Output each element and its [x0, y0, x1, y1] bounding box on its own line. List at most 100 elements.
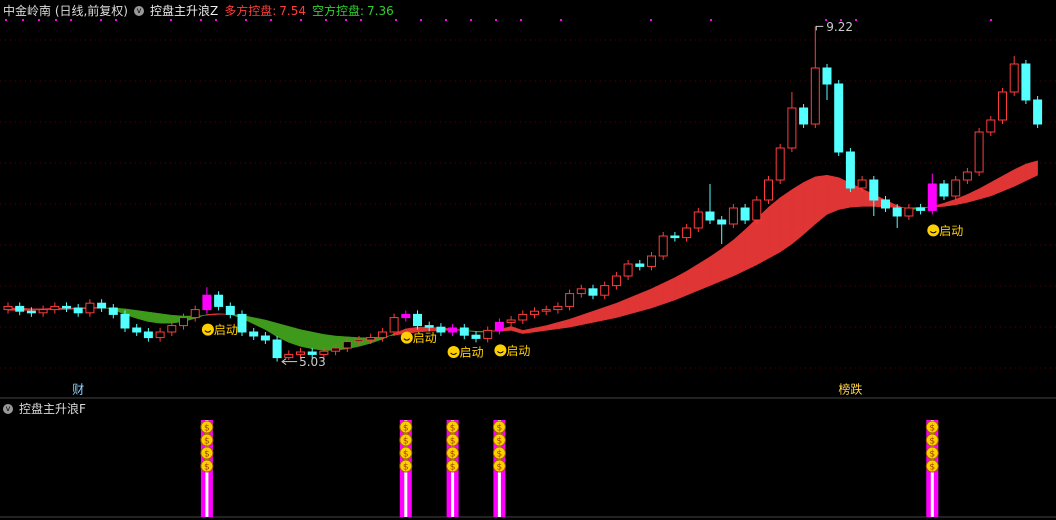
candle-body	[214, 294, 224, 307]
candle-body	[1033, 99, 1043, 125]
smiley-face	[929, 231, 937, 234]
candle-body	[962, 171, 972, 181]
indicator-name: 控盘主升浪Z	[150, 4, 219, 18]
bull-value: 7.54	[279, 3, 306, 18]
candle-body	[377, 331, 387, 339]
candle-body	[951, 179, 961, 197]
smiley-face	[450, 352, 457, 355]
top-dot	[200, 19, 202, 21]
top-dot	[560, 19, 562, 21]
candle-body	[448, 327, 458, 333]
top-dot	[215, 19, 217, 21]
menu-icon[interactable]: v	[134, 5, 144, 16]
candle-body	[120, 313, 130, 329]
candle-body	[413, 313, 422, 327]
coin-symbol: $	[450, 463, 456, 473]
candle-body	[366, 337, 376, 341]
top-dot	[710, 19, 712, 21]
band-segment	[978, 181, 992, 200]
band-segment	[522, 327, 535, 334]
coin-symbol: $	[204, 463, 210, 473]
band-segment	[1025, 160, 1038, 182]
candle-body	[225, 305, 235, 315]
candle-body	[471, 334, 481, 339]
candle-body	[822, 67, 832, 85]
coin-symbol: $	[929, 463, 935, 473]
band-segment	[967, 188, 980, 203]
candle-body	[717, 219, 727, 225]
coin-symbol: $	[929, 424, 935, 434]
coin-symbol: $	[403, 437, 409, 447]
band-segment	[265, 319, 278, 338]
stock-title: 中金岭南 (日线,前复权)	[3, 4, 128, 18]
coin-icon	[399, 433, 413, 447]
signal-label: 启动	[460, 346, 484, 360]
candle-body	[260, 335, 270, 341]
header: 中金岭南 (日线,前复权) v 控盘主升浪Z 多方控盘: 7.54 空方控盘: 7.…	[3, 2, 394, 19]
menu-icon[interactable]: v	[3, 403, 13, 414]
candle-body	[401, 313, 411, 319]
candle-body	[693, 211, 703, 229]
candle-body	[916, 207, 926, 211]
band-segment	[744, 217, 758, 271]
candle-body	[658, 235, 668, 257]
event-label: 榜跌	[838, 382, 862, 397]
candle-body	[237, 313, 247, 333]
candle-body	[810, 67, 820, 125]
candle-body	[307, 351, 317, 355]
top-dot	[300, 19, 302, 21]
candle-body	[190, 309, 200, 319]
band-segment	[604, 302, 617, 321]
candle-body	[459, 327, 469, 336]
band-segment	[253, 317, 266, 330]
candle-body	[1009, 63, 1019, 93]
candle-body	[986, 119, 996, 133]
candle-body	[73, 307, 83, 314]
band-segment	[1002, 169, 1015, 192]
coin-icon	[200, 459, 214, 473]
candle-body	[284, 353, 294, 359]
coin-icon	[200, 446, 214, 460]
coin-icon	[399, 446, 413, 460]
candle-body	[506, 319, 516, 323]
candle-body	[927, 183, 937, 211]
top-dot	[840, 19, 842, 21]
lower-title: 控盘主升浪F	[19, 402, 86, 416]
candle-body	[974, 131, 984, 173]
top-dot	[495, 19, 497, 21]
candle-body	[881, 199, 890, 209]
coin-symbol: $	[403, 424, 409, 434]
top-dot	[855, 19, 857, 21]
coin-symbol: $	[450, 450, 456, 460]
bear-value: 7.36	[367, 3, 394, 18]
top-dot	[5, 19, 7, 21]
candle-body	[869, 179, 879, 201]
coin-symbol: $	[204, 450, 210, 460]
candle-body	[202, 294, 212, 311]
band-segment	[990, 175, 1003, 197]
band-segment	[639, 288, 652, 312]
band-segment	[803, 176, 816, 235]
coin-symbol: $	[497, 424, 503, 434]
candle-body	[600, 285, 610, 296]
high-annotation: 9.22	[826, 20, 853, 34]
candle-body	[530, 310, 539, 315]
candle-body	[494, 321, 504, 331]
band-segment	[159, 313, 173, 324]
candle-body	[764, 179, 773, 201]
band-segment	[534, 325, 547, 333]
candle-body	[518, 313, 528, 321]
coin-icon	[925, 446, 939, 460]
band-segment	[616, 298, 629, 318]
band-segment	[569, 314, 582, 328]
bull-label: 多方控盘:	[224, 4, 277, 18]
candle-body	[249, 331, 259, 337]
candle-body	[857, 179, 867, 189]
coin-icon	[925, 459, 939, 473]
event-label: 财	[72, 383, 84, 397]
signal-label: 启动	[413, 331, 437, 345]
coin-icon	[446, 459, 460, 473]
band-segment	[510, 326, 524, 334]
candle-body	[611, 275, 621, 287]
